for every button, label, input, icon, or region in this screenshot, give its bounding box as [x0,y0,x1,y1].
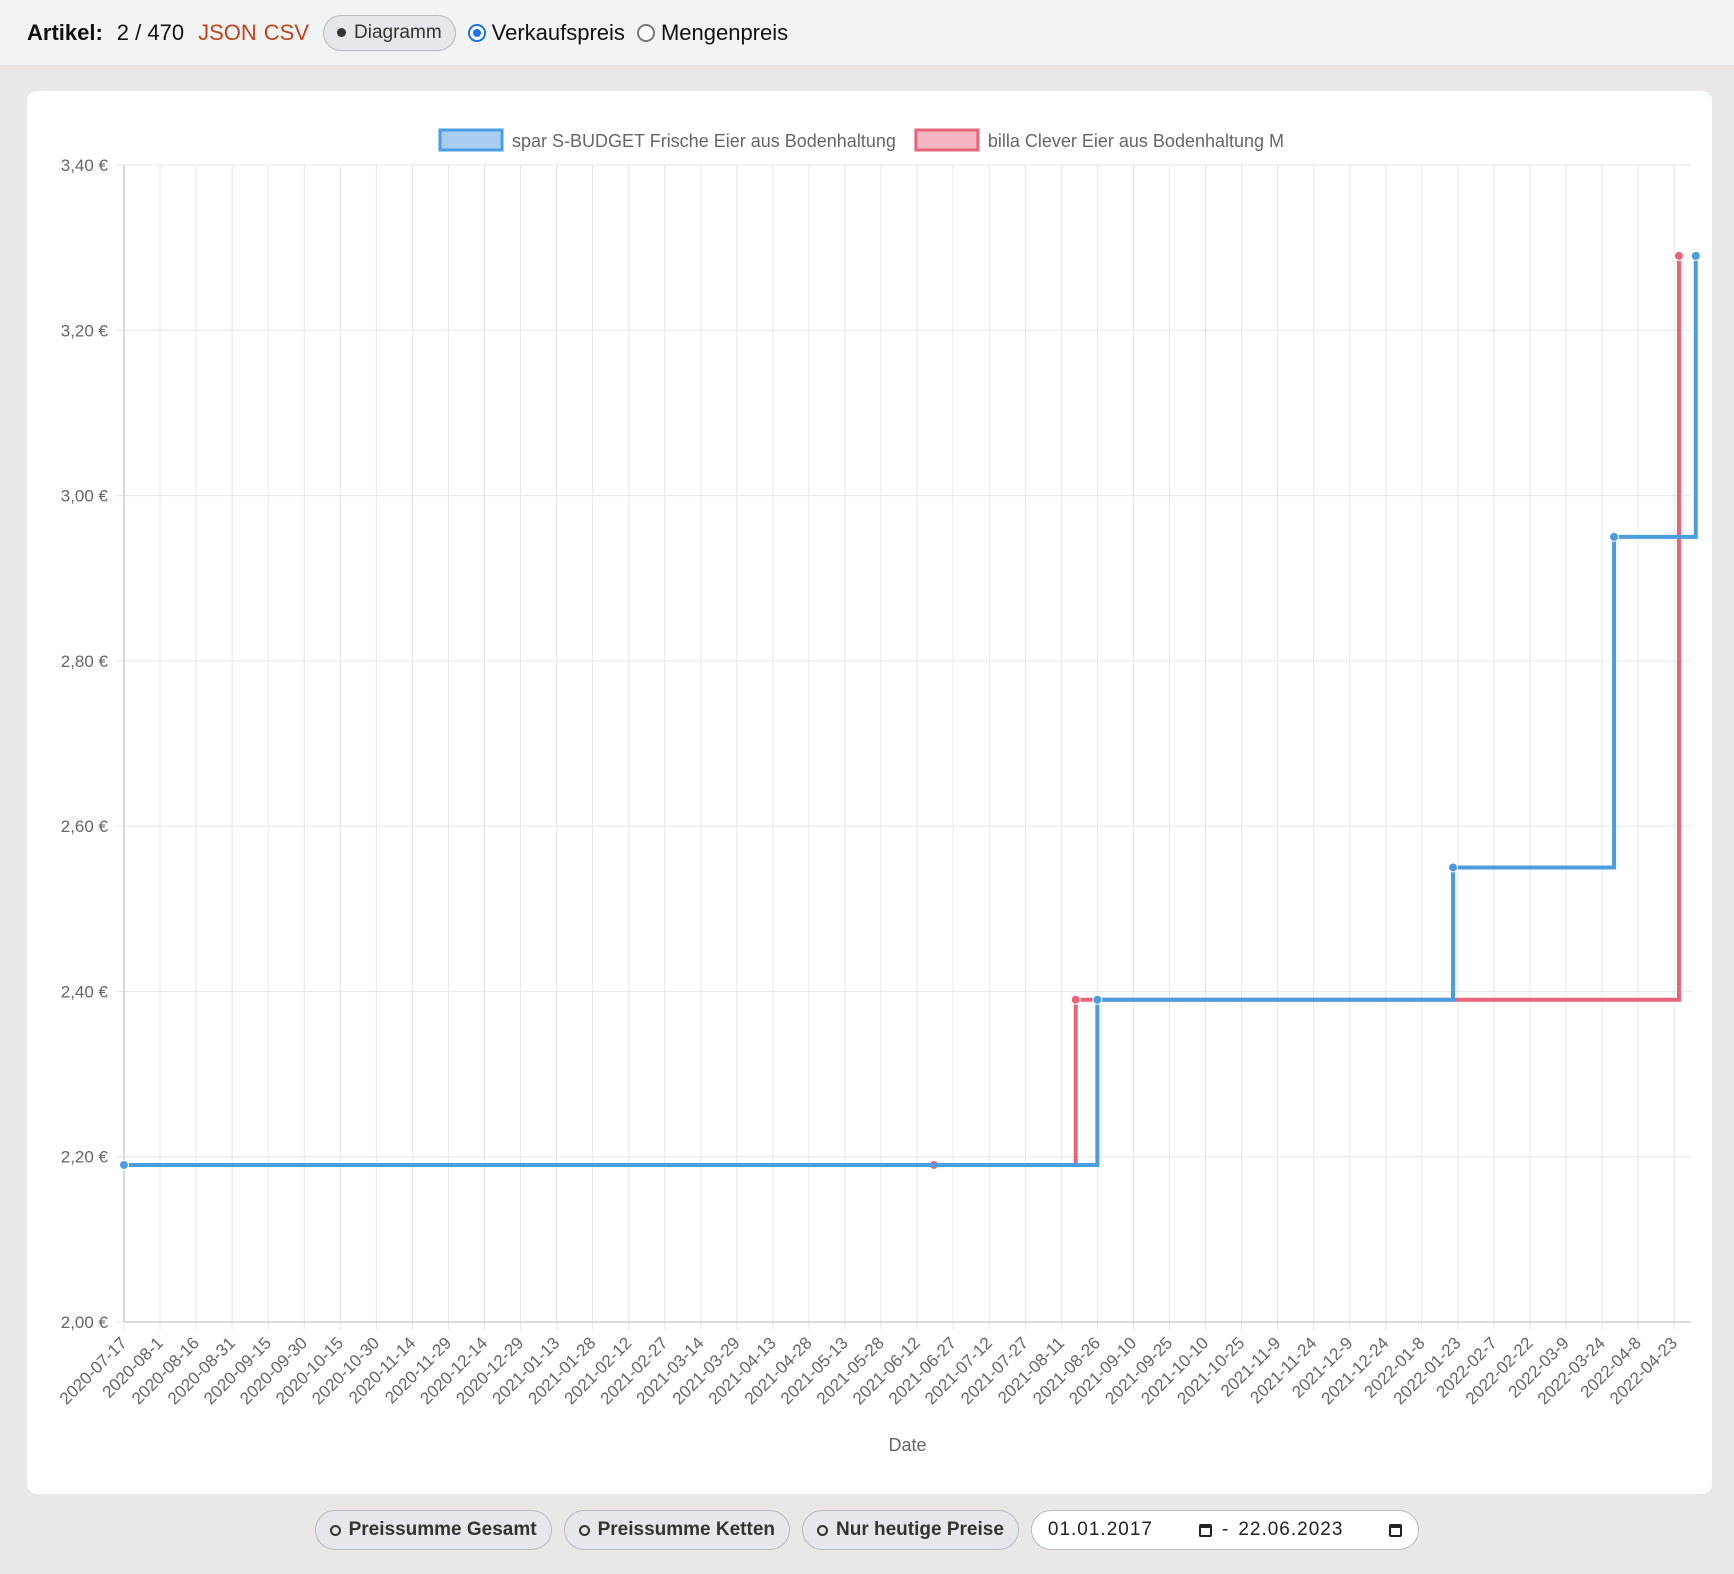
today-prices-button[interactable]: Nur heutige Preise [802,1510,1019,1550]
csv-link[interactable]: CSV [263,19,310,45]
circle-icon [329,1524,341,1536]
price-sum-total-button[interactable]: Preissumme Gesamt [314,1510,552,1550]
data-point [1448,862,1459,873]
circle-icon [578,1524,590,1536]
articles-count: 2 / 470 [116,19,185,45]
y-tick-label: 2,40 € [61,982,109,1001]
date-from-input[interactable]: 01.01.2017 [1047,1519,1153,1540]
data-point [1092,994,1103,1005]
data-point [1673,250,1684,261]
y-tick-label: 2,00 € [61,1313,109,1332]
json-link[interactable]: JSON [198,19,257,45]
data-point [119,1159,129,1170]
legend-label: spar S-BUDGET Frische Eier aus Bodenhalt… [512,131,896,151]
legend-swatch [914,128,980,152]
date-to-input[interactable]: 22.06.2023 [1238,1519,1344,1540]
data-point [1070,994,1081,1005]
price-sum-total-label: Preissumme Gesamt [348,1519,537,1540]
toolbar: Artikel: 2 / 470 JSON CSV Diagramm Verka… [0,0,1734,66]
y-tick-label: 2,20 € [61,1148,109,1167]
bottom-controls: Preissumme Gesamt Preissumme Ketten Nur … [0,1508,1734,1552]
legend-swatch [438,128,504,152]
y-tick-label: 3,40 € [61,156,109,175]
calendar-icon[interactable] [1198,1523,1212,1537]
radio-sale-price[interactable]: Verkaufspreis [467,19,625,46]
y-tick-label: 3,00 € [61,487,109,506]
diagram-toggle-button[interactable]: Diagramm [323,14,456,51]
y-tick-label: 2,80 € [61,652,109,671]
circle-icon [817,1524,828,1536]
articles-label: Artikel: [27,19,103,45]
price-sum-chains-button[interactable]: Preissumme Ketten [563,1510,790,1550]
price-sum-chains-label: Preissumme Ketten [597,1519,775,1540]
calendar-icon[interactable] [1389,1523,1403,1537]
series-line [124,255,1698,1167]
data-point [1690,250,1701,261]
diagram-toggle-label: Diagramm [354,21,442,43]
date-range: 01.01.2017 - 22.06.2023 [1030,1510,1420,1550]
radio-unit-price[interactable]: Mengenpreis [636,19,789,46]
radio-sale-price-label: Verkaufspreis [491,19,625,45]
series-line [933,255,1681,1167]
date-separator: - [1221,1519,1229,1540]
y-tick-label: 3,20 € [61,321,109,340]
chart-card: 2020-07-17 2020-08-1 2020-08-16 2020-08-31 2… [27,91,1712,1494]
today-prices-label: Nur heutige Preise [836,1519,1004,1540]
price-chart: 2020-07-172020-08-12020-08-162020-08-312… [56,128,1701,1455]
legend-label: billa Clever Eier aus Bodenhaltung M [988,131,1284,151]
x-axis-title: Date [888,1435,926,1455]
y-tick-label: 2,60 € [61,817,109,836]
radio-unchecked-icon[interactable] [636,23,655,42]
radio-checked-icon[interactable] [467,23,486,42]
radio-unit-price-label: Mengenpreis [660,19,789,45]
dot-icon [337,28,347,37]
data-point [1609,531,1620,542]
